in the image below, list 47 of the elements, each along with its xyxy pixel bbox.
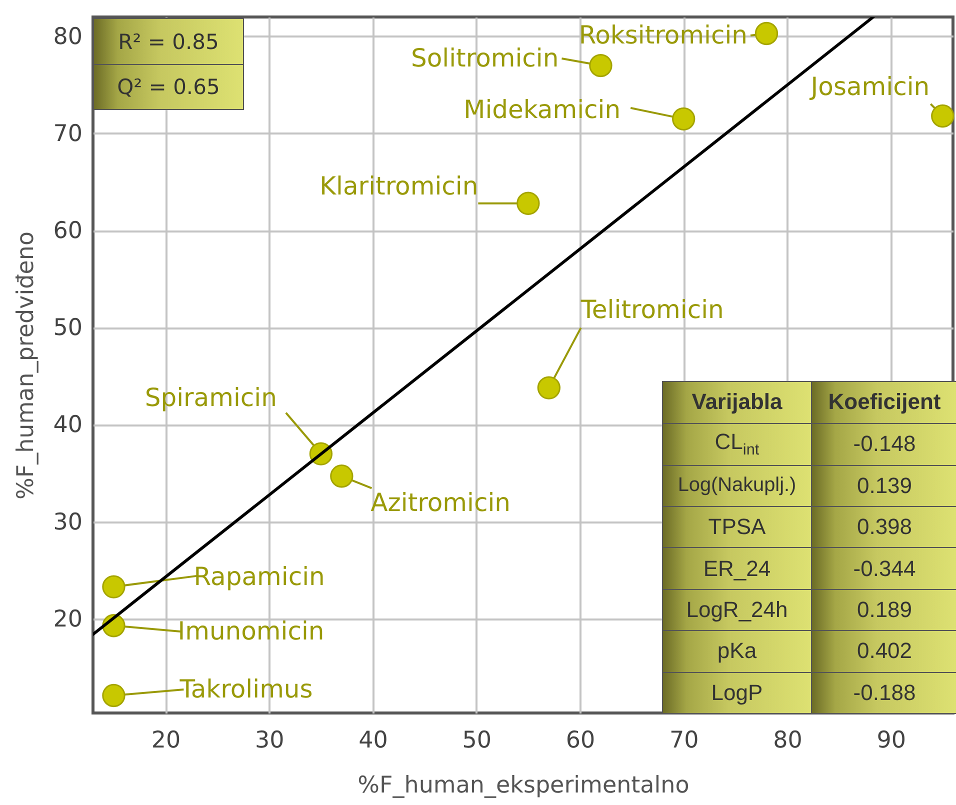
y-axis-title: %F_human_predviđeno [13,231,40,500]
y-tick-label: 80 [53,24,82,50]
annotation: pKa [717,638,757,664]
x-axis-title: %F_human_eksperimentalno [358,772,690,798]
annotation: Varijabla [692,389,782,416]
x-tick-label: 50 [462,728,492,754]
annotation: Telitromicin [580,294,724,324]
annotation: LogR_24h [686,596,788,623]
x-tick-label: 80 [773,728,802,754]
annotation: Takrolimus [178,674,313,704]
annotation: Koeficijent [828,389,941,416]
annotation: 0.402 [856,638,912,664]
annotation: Q² = 0.65 [117,75,220,99]
annotation: 0.189 [856,596,912,623]
annotation: 0.139 [856,472,912,499]
annotation: CL$_{int}$ [714,429,760,460]
annotation: Midekamicin [464,94,621,124]
y-tick-label: 50 [53,315,82,342]
annotation: Log(Nakuplj.) [678,474,796,498]
annotation: -0.344 [853,556,916,582]
annotation: Josamicin [808,72,930,102]
annotation: Klaritromicin [320,171,478,200]
annotation: TPSA [708,514,766,540]
x-tick-label: 20 [151,728,181,754]
annotation: LogP [711,680,763,706]
annotation: 0.398 [856,514,912,540]
annotation: Roksitromicin [578,20,748,50]
annotation: Solitromicin [410,44,559,73]
y-tick-label: 70 [53,120,82,147]
annotation: -0.148 [853,431,916,458]
x-tick-label: 30 [255,728,284,754]
annotation: Rapamicin [194,562,325,591]
y-tick-label: 30 [53,509,82,536]
annotation: Spiramicin [144,382,277,412]
y-tick-label: 20 [53,606,82,632]
x-tick-label: 60 [566,728,596,754]
annotation: -0.188 [853,680,916,706]
annotation: Imunomicin [178,616,324,646]
y-tick-label: 40 [53,412,82,438]
annotation: R² = 0.85 [118,30,219,54]
annotation: Azitromicin [370,488,511,518]
annotation: ER_24 [703,556,771,582]
x-tick-label: 70 [669,728,699,754]
x-tick-label: 90 [876,728,906,754]
x-tick-label: 40 [358,728,388,754]
stats-box: R² = 0.85 Q² = 0.65 [93,18,244,110]
y-tick-label: 60 [53,218,82,244]
